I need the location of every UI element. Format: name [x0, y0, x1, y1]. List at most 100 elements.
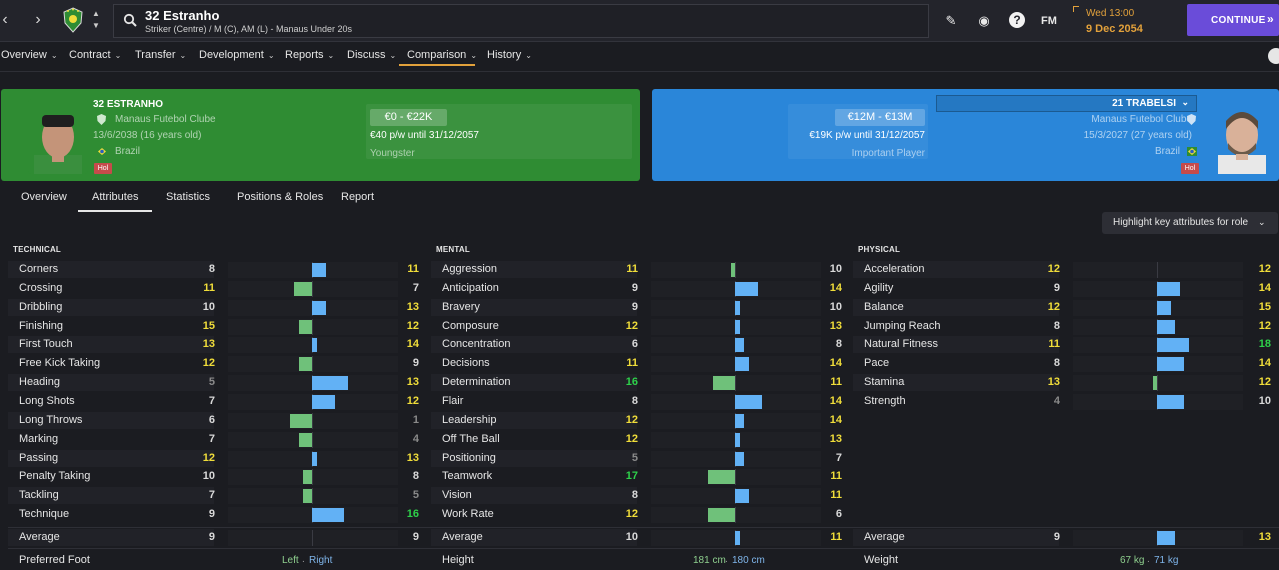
game-date[interactable]: Wed 13:00 9 Dec 2054: [1073, 6, 1173, 36]
attribute-row[interactable]: Crossing 11 7: [0, 280, 419, 298]
menu-history[interactable]: History ⌄: [487, 49, 532, 61]
compare-player-select[interactable]: 21 TRABELSI ⌄: [936, 95, 1197, 112]
menu-reports[interactable]: Reports ⌄: [285, 49, 334, 61]
attribute-value-left: 11: [203, 281, 215, 294]
player-header-box[interactable]: 32 Estranho Striker (Centre) / M (C), AM…: [113, 4, 929, 38]
attribute-row[interactable]: Long Shots 7 12: [0, 393, 419, 411]
left-player-name[interactable]: 32 ESTRANHO: [93, 99, 164, 110]
comparison-bar: [651, 337, 821, 354]
footer-divider: [8, 548, 1279, 549]
menu-overview[interactable]: Overview ⌄: [1, 49, 58, 61]
attribute-value-right: 5: [412, 489, 419, 502]
bar-center-line: [735, 262, 736, 278]
attribute-row[interactable]: Heading 5 13: [0, 374, 419, 392]
right-player-nation[interactable]: Brazil: [1154, 146, 1180, 157]
club-crest-icon[interactable]: [62, 7, 84, 33]
attribute-value-left: 9: [631, 281, 638, 294]
comparison-bar: [228, 280, 398, 297]
left-player-club[interactable]: Manaus Futebol Clube: [115, 114, 216, 125]
menu-contract[interactable]: Contract ⌄: [69, 49, 121, 61]
attribute-row[interactable]: Determination 16 11: [423, 374, 842, 392]
attribute-row[interactable]: Flair 8 14: [423, 393, 842, 411]
bar-center-line: [735, 507, 736, 524]
attribute-row[interactable]: Anticipation 9 14: [423, 280, 842, 298]
attribute-value-left: 16: [625, 376, 638, 389]
attribute-row[interactable]: First Touch 13 14: [0, 336, 419, 354]
attribute-row[interactable]: Bravery 9 10: [423, 298, 842, 317]
menu-comparison[interactable]: Comparison ⌄: [407, 49, 477, 61]
attribute-row[interactable]: Balance 12 15: [845, 298, 1271, 317]
help-icon[interactable]: ?: [1009, 12, 1025, 28]
highlight-key-attributes-button[interactable]: Highlight key attributes for role ⌄: [1102, 212, 1278, 234]
attribute-row[interactable]: Tackling 7 5: [0, 487, 419, 505]
attribute-row[interactable]: Strength 4 10: [845, 393, 1271, 411]
subtab-positions-roles[interactable]: Positions & Roles: [237, 191, 324, 203]
attribute-value-left: 11: [1048, 338, 1060, 351]
comparison-bar: [1073, 356, 1243, 373]
subtab-overview[interactable]: Overview: [21, 191, 67, 203]
world-globe-icon[interactable]: ◉: [978, 13, 990, 28]
attribute-row[interactable]: Positioning 5 7: [423, 449, 842, 468]
attribute-row[interactable]: Stamina 13 12: [845, 374, 1271, 392]
left-player-nation[interactable]: Brazil: [115, 146, 141, 157]
menu-discuss-label: Discuss: [347, 49, 386, 61]
attribute-row[interactable]: Teamwork 17 11: [423, 468, 842, 486]
subtab-report[interactable]: Report: [341, 191, 375, 203]
attribute-value-left: 12: [625, 319, 638, 332]
right-player-club[interactable]: Manaus Futebol Clube: [1091, 114, 1192, 125]
forward-arrow-icon[interactable]: ›: [35, 11, 41, 28]
attribute-row[interactable]: Vision 8 11: [423, 487, 842, 505]
attribute-row[interactable]: Composure 12 13: [423, 318, 842, 336]
attribute-row[interactable]: Concentration 6 8: [423, 336, 842, 354]
attribute-value-left: 12: [625, 508, 638, 521]
back-arrow-icon[interactable]: ‹: [2, 11, 8, 28]
attribute-row[interactable]: Work Rate 12 6: [423, 506, 842, 524]
attribute-row[interactable]: Pace 8 14: [845, 355, 1271, 373]
attribute-row[interactable]: Acceleration 12 12: [845, 261, 1271, 279]
attribute-row[interactable]: Corners 8 11: [0, 261, 419, 279]
attribute-row[interactable]: Dribbling 10 13: [0, 298, 419, 317]
attribute-value-left: 9: [208, 508, 215, 521]
physical-average-row[interactable]: Average 9 13: [845, 529, 1271, 547]
manager-avatar[interactable]: [1268, 48, 1279, 64]
comparison-bar: [651, 507, 821, 524]
edit-pencil-icon[interactable]: ✎: [945, 13, 957, 28]
attribute-row[interactable]: Long Throws 6 1: [0, 411, 419, 430]
menu-discuss[interactable]: Discuss ⌄: [347, 49, 396, 61]
row-background: [431, 411, 637, 429]
attribute-row[interactable]: Free Kick Taking 12 9: [0, 355, 419, 373]
attribute-row[interactable]: Aggression 11 10: [423, 261, 842, 279]
menu-development[interactable]: Development ⌄: [199, 49, 275, 61]
attribute-row[interactable]: Decisions 11 14: [423, 355, 842, 373]
bar-left-advantage: [1152, 376, 1157, 391]
attribute-row[interactable]: Technique 9 16: [0, 506, 419, 524]
attribute-value-left: 11: [626, 357, 638, 370]
menu-transfer[interactable]: Transfer ⌄: [135, 49, 186, 61]
attribute-row[interactable]: Leadership 12 14: [423, 411, 842, 430]
mental-average-row[interactable]: Average 10 11: [423, 529, 842, 547]
bar-right-advantage: [735, 489, 749, 504]
attribute-row[interactable]: Jumping Reach 8 12: [845, 318, 1271, 336]
attribute-value-left: 5: [631, 451, 638, 464]
attribute-row[interactable]: Off The Ball 12 13: [423, 431, 842, 449]
attribute-row[interactable]: Passing 12 13: [0, 449, 419, 468]
row-background: [853, 374, 1059, 392]
attribute-row[interactable]: Finishing 15 12: [0, 318, 419, 336]
player-cycle-updown-icon[interactable]: ▲ ▼: [92, 9, 100, 30]
comparison-bar: [651, 318, 821, 335]
bar-right-advantage: [312, 376, 348, 391]
fm-logo-icon[interactable]: FM: [1041, 15, 1057, 27]
chevron-down-icon: ⌄: [470, 51, 478, 60]
attribute-row[interactable]: Natural Fitness 11 18: [845, 336, 1271, 354]
attribute-row[interactable]: Penalty Taking 10 8: [0, 468, 419, 486]
attribute-row[interactable]: Marking 7 4: [0, 431, 419, 449]
attribute-value-right: 16: [406, 508, 419, 521]
technical-average-row[interactable]: Average 9 9: [0, 529, 419, 547]
continue-button[interactable]: CONTINUE »: [1187, 4, 1279, 36]
attribute-row[interactable]: Agility 9 14: [845, 280, 1271, 298]
attribute-name: Composure: [442, 319, 499, 332]
menu-development-label: Development: [199, 49, 264, 61]
subtab-statistics[interactable]: Statistics: [166, 191, 211, 203]
attribute-name: Average: [19, 531, 60, 543]
subtab-attributes[interactable]: Attributes: [92, 191, 139, 203]
